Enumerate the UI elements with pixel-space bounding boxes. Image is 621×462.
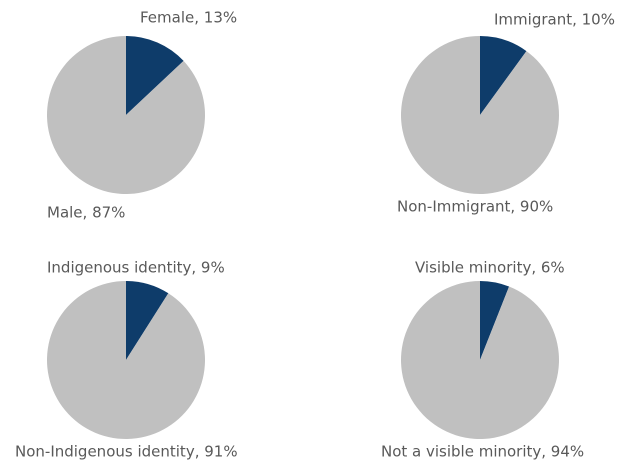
pie-slice <box>401 36 559 194</box>
pie-slice <box>46 281 205 439</box>
pie-slice <box>400 281 559 439</box>
pie-slice <box>480 281 510 360</box>
slice-label: Female, 13% <box>140 9 237 27</box>
pie-slice <box>126 281 169 360</box>
slice-label: Non-Indigenous identity, 91% <box>15 443 238 461</box>
slice-label: Not a visible minority, 94% <box>381 443 584 461</box>
slice-label: Non-Immigrant, 90% <box>397 198 553 216</box>
slice-label: Visible minority, 6% <box>415 259 565 277</box>
slice-label: Male, 87% <box>47 204 125 222</box>
slice-label: Immigrant, 10% <box>494 11 615 29</box>
pie-slice <box>46 36 205 195</box>
pie-slice <box>126 36 184 115</box>
pie-slice <box>480 36 527 115</box>
slice-label: Indigenous identity, 9% <box>47 259 225 277</box>
